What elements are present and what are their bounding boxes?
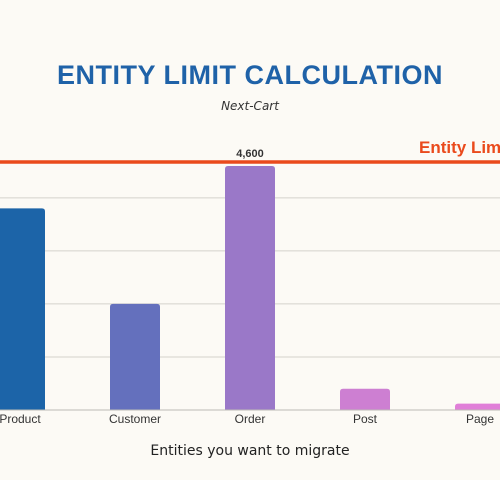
bar [225, 166, 275, 410]
x-axis-label: Entities you want to migrate [150, 443, 350, 459]
chart-subtitle: Next-Cart [221, 99, 279, 113]
bar [340, 388, 390, 410]
chart-title: ENTITY LIMIT CALCULATION [57, 60, 443, 90]
data-label: 4,600 [236, 148, 264, 160]
x-tick-label: Product [0, 412, 41, 426]
bar [110, 303, 160, 410]
bar [455, 403, 500, 410]
x-tick-label: Customer [109, 412, 161, 426]
x-tick-label: Order [235, 412, 266, 426]
entity-limit-label: Entity Limit [419, 138, 500, 157]
bar [0, 208, 45, 410]
x-tick-label: Page [466, 412, 494, 426]
x-tick-label: Post [353, 412, 378, 426]
